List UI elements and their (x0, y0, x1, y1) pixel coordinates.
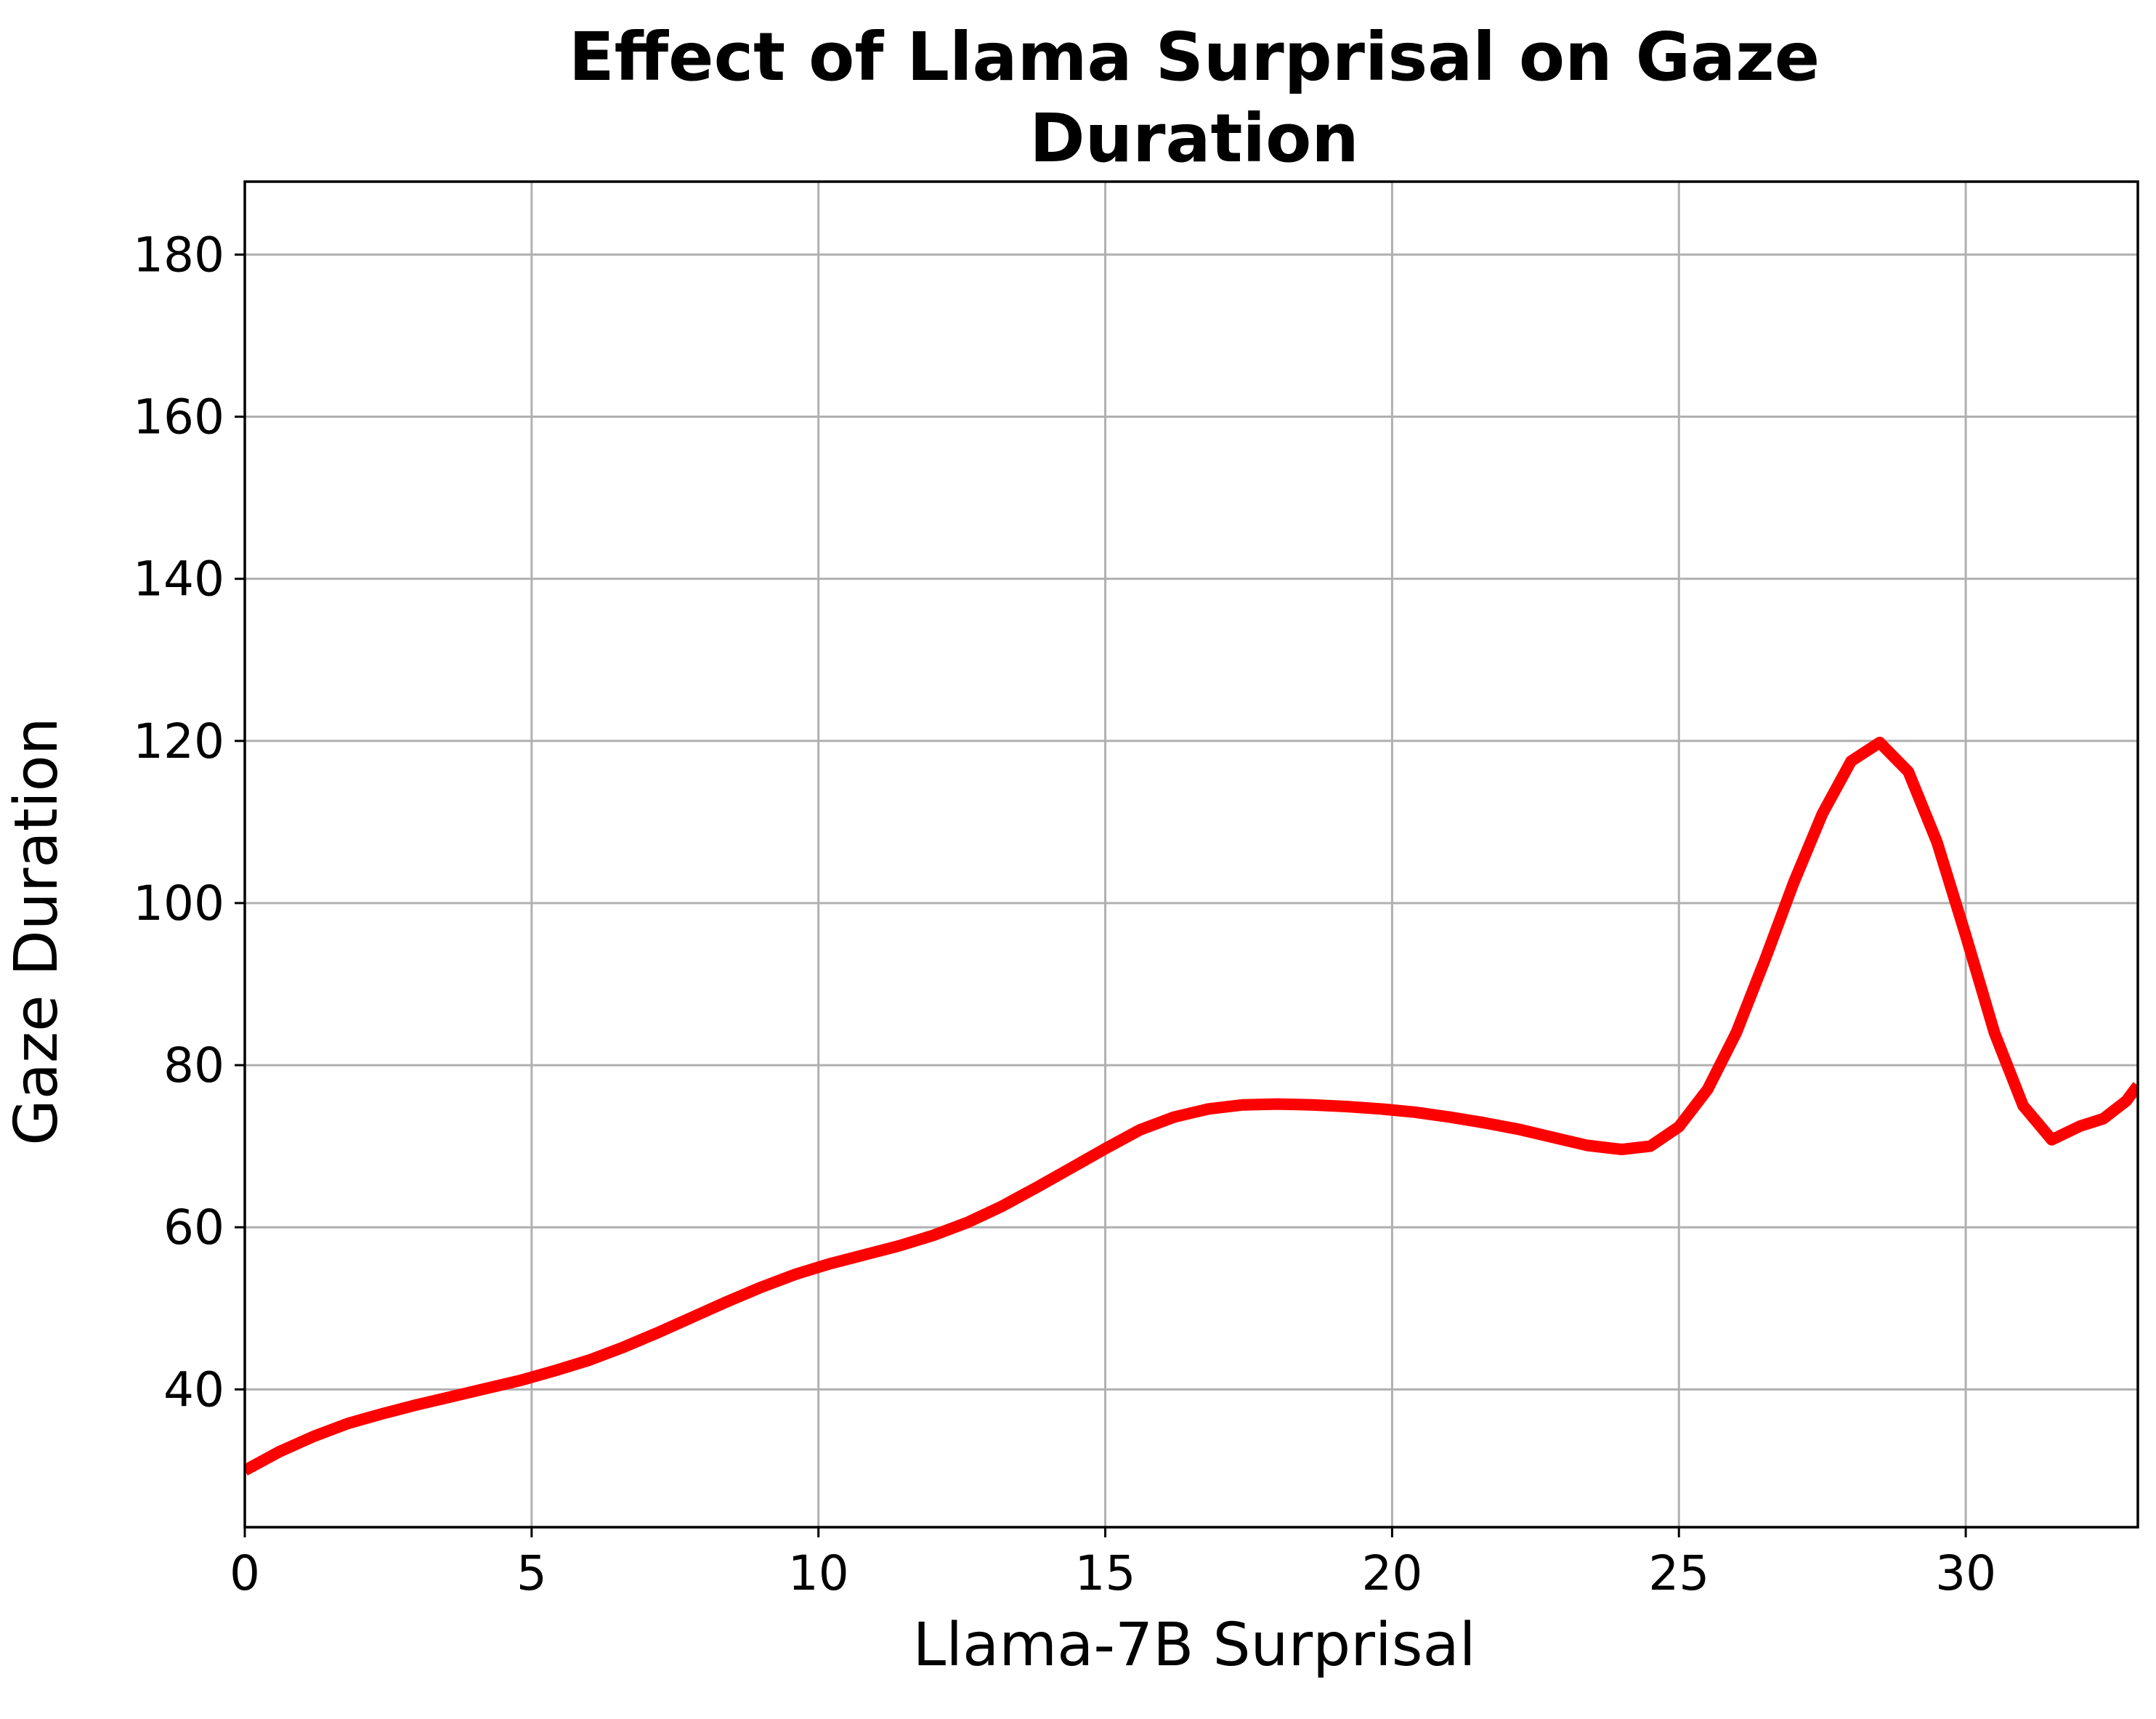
plot-area: 0 5 10 15 20 25 30 40 60 80 100 120 140 160 180 (133, 180, 2139, 1601)
plot-frame (243, 180, 2139, 1529)
y-tick-label: 40 (163, 1362, 224, 1417)
chart-title-line-2: Duration (1029, 100, 1359, 177)
y-tick-label: 80 (163, 1038, 224, 1093)
x-tick-label: 25 (1648, 1545, 1709, 1601)
x-axis-label: Llama-7B Surprisal (913, 1611, 1476, 1680)
x-tick-label: 0 (230, 1545, 260, 1601)
x-tick-label: 30 (1935, 1545, 1996, 1601)
x-tick-label: 15 (1075, 1545, 1136, 1601)
y-tick-label: 120 (133, 713, 224, 769)
y-tick-label: 140 (133, 551, 224, 607)
y-tick-label: 100 (133, 875, 224, 931)
y-tick-label: 60 (163, 1200, 224, 1255)
y-tick-label: 180 (133, 227, 224, 283)
x-tick-label: 5 (516, 1545, 547, 1601)
x-tick-label: 10 (788, 1545, 849, 1601)
chart-title-line-1: Effect of Llama Surprisal on Gaze (569, 18, 1820, 96)
series-line (245, 737, 2138, 1476)
y-tick-label: 160 (133, 389, 224, 445)
x-tick-label: 20 (1361, 1545, 1422, 1601)
y-axis-label: Gaze Duration (2, 717, 71, 1146)
